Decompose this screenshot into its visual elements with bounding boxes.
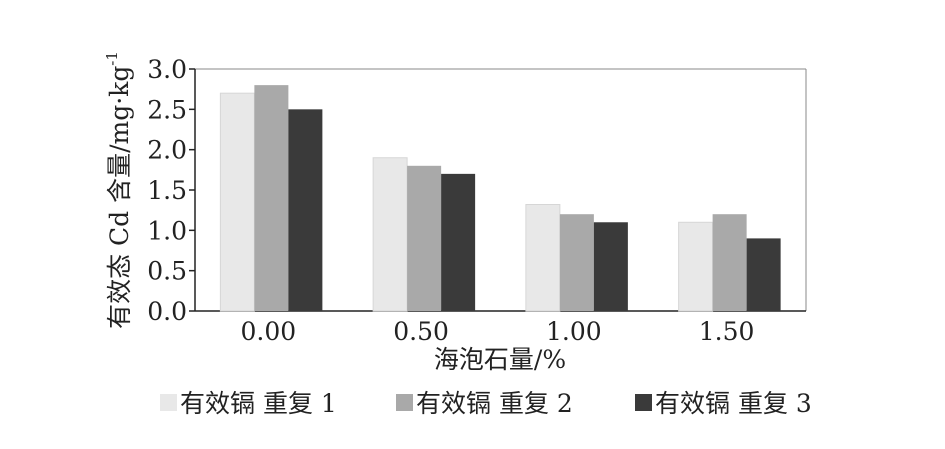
y-tick-label: 0.0: [147, 297, 187, 326]
legend-swatch-2: [396, 394, 413, 411]
y-tick-label: 0.5: [147, 257, 187, 286]
y-axis-title-superscript: -1: [103, 51, 121, 66]
x-tick-label: 1.50: [699, 317, 755, 346]
y-axis-ticks: 0.0 0.5 1.0 1.5 2.0 2.5 3.0: [147, 55, 195, 326]
y-tick-label: 3.0: [147, 55, 187, 84]
bar-3-1.00: [593, 222, 628, 311]
x-axis-title: 海泡石量/%: [434, 345, 566, 374]
y-tick-label: 2.5: [147, 95, 187, 124]
y-axis-title-main: 有效态 Cd 含量/mg·kg: [105, 66, 134, 329]
bar-1-1.50: [678, 221, 714, 312]
legend-swatch-3: [635, 394, 652, 411]
x-tick-label: 1.00: [546, 317, 602, 346]
bar-2-1.00: [559, 214, 594, 311]
y-tick-label: 1.0: [147, 216, 187, 245]
x-tick-label: 0.00: [241, 317, 297, 346]
bar-1-0.00: [219, 92, 255, 312]
bar-3-0.00: [288, 109, 323, 311]
x-axis-ticks: 0.00 0.50 1.00 1.50: [241, 317, 755, 346]
bar-3-0.50: [441, 173, 476, 311]
legend-swatch-1: [160, 394, 177, 411]
y-tick-label: 2.0: [147, 136, 187, 165]
bar-2-0.50: [407, 165, 442, 311]
bar-2-1.50: [712, 214, 747, 311]
legend-label-1: 有效镉 重复 1: [180, 389, 337, 418]
legend-label-2: 有效镉 重复 2: [416, 389, 573, 418]
bar-2-0.00: [254, 85, 289, 311]
bar-3-1.50: [746, 238, 781, 311]
legend-label-3: 有效镉 重复 3: [655, 389, 812, 418]
legend: 有效镉 重复 1 有效镉 重复 2 有效镉 重复 3: [160, 389, 812, 418]
y-axis-title: 有效态 Cd 含量/mg·kg-1: [103, 51, 134, 329]
x-tick-label: 0.50: [393, 317, 449, 346]
y-tick-label: 1.5: [147, 176, 187, 205]
bar-1-1.00: [525, 204, 561, 312]
bar-series: [219, 85, 781, 312]
bar-1-0.50: [372, 157, 408, 312]
